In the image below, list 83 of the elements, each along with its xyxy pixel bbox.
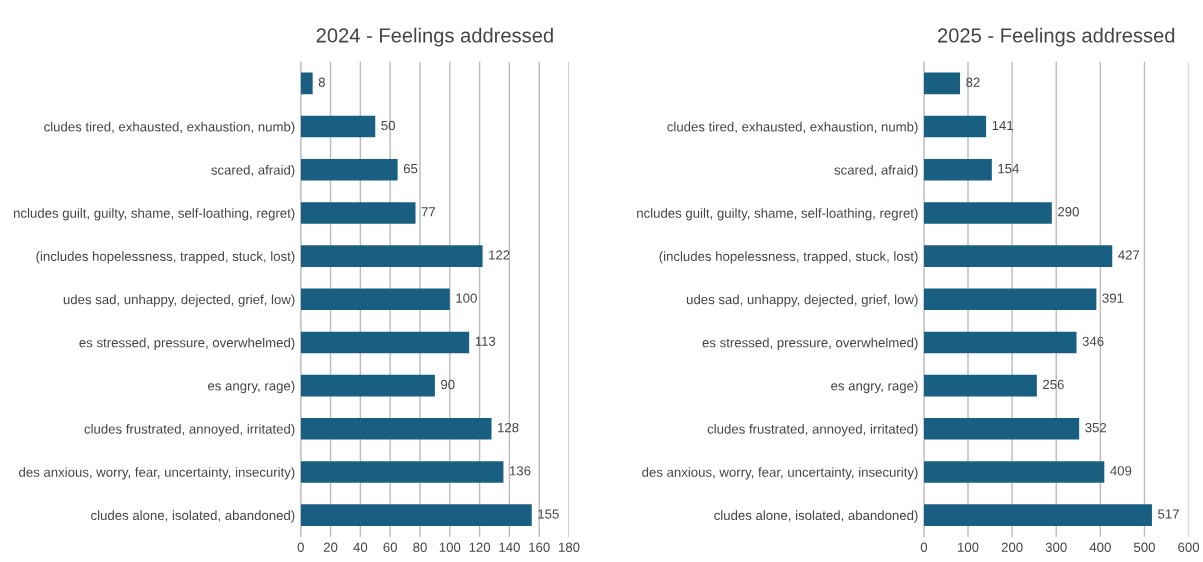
bar (923, 461, 1105, 483)
bar (300, 245, 483, 267)
data-label: 427 (1118, 250, 1140, 260)
bar (923, 245, 1113, 267)
y-tick-label: cludes alone, isolated, abandoned) (714, 510, 918, 523)
bar (300, 331, 470, 354)
data-label: 290 (1058, 207, 1079, 217)
data-label: 90 (441, 379, 455, 390)
bar (923, 158, 992, 181)
y-tick-label: cludes alone, isolated, abandoned) (91, 510, 295, 523)
data-label: 122 (489, 250, 510, 260)
y-tick-label: es angry, rage) (831, 380, 918, 394)
y-tick-label: scared, afraid) (834, 164, 918, 178)
y-tick-label: cludes tired, exhausted, exhaustion, numb) (44, 121, 295, 135)
data-label: 154 (998, 164, 1020, 174)
y-tick-label: des anxious, worry, fear, uncertainty, insecurity) (19, 467, 295, 480)
data-label: 82 (966, 77, 980, 87)
data-label: 346 (1082, 336, 1104, 346)
y-tick-label: udes sad, unhappy, dejected, grief, low) (63, 294, 295, 307)
bar (300, 202, 416, 224)
data-label: 100 (456, 293, 477, 303)
y-tick-label: cludes tired, exhausted, exhaustion, numb) (667, 121, 918, 135)
y-tick-label: ncludes guilt, guilty, shame, self-loathing, regret) (13, 208, 295, 221)
bar (923, 202, 1052, 224)
data-label: 256 (1043, 379, 1064, 390)
bar (300, 158, 398, 181)
y-tick-label: es stressed, pressure, overwhelmed) (79, 337, 295, 350)
x-tick-label: 300 (1045, 542, 1067, 552)
bar (300, 374, 435, 397)
x-tick-label: 80 (413, 542, 427, 552)
data-label: 391 (1102, 293, 1124, 303)
x-tick-label: 20 (323, 542, 338, 552)
x-tick-label: 0 (297, 542, 304, 552)
y-tick-label: (includes hopelessness, trapped, stuck, lost) (659, 251, 918, 264)
data-label: 155 (538, 509, 559, 519)
y-tick-label: es angry, rage) (208, 380, 295, 394)
y-tick-label: cludes frustrated, annoyed, irritated) (707, 424, 918, 437)
data-label: 65 (403, 163, 418, 174)
x-tick-label: 0 (920, 542, 928, 552)
bar (300, 417, 492, 440)
bar (300, 288, 450, 311)
x-tick-label: 600 (1178, 542, 1200, 552)
y-tick-label: scared, afraid) (211, 164, 295, 178)
data-label: 8 (318, 77, 325, 87)
chart-title: 2025 - Feelings addressed (938, 27, 1175, 47)
y-tick-label: ncludes guilt, guilty, shame, self-loathing, regret) (637, 208, 918, 221)
x-tick-label: 140 (499, 542, 520, 552)
bar (923, 72, 961, 95)
data-label: 50 (381, 120, 395, 131)
x-tick-label: 200 (1001, 542, 1023, 552)
data-label: 517 (1158, 509, 1179, 519)
y-tick-label: udes sad, unhappy, dejected, grief, low) (686, 294, 918, 307)
bar (923, 115, 987, 138)
bar (923, 288, 1097, 311)
bar (923, 374, 1037, 397)
bar (923, 331, 1077, 354)
data-label: 141 (992, 120, 1014, 130)
x-tick-label: 120 (469, 542, 491, 552)
data-label: 77 (421, 207, 436, 217)
x-tick-label: 100 (439, 542, 461, 552)
x-tick-label: 180 (559, 542, 580, 552)
chart-title: 2024 - Feelings addressed (316, 27, 553, 47)
y-tick-label: des anxious, worry, fear, uncertainty, insecurity) (642, 467, 918, 480)
bar (300, 504, 532, 526)
bar (923, 504, 1152, 526)
data-label: 128 (498, 422, 519, 433)
data-label: 136 (510, 466, 531, 476)
y-tick-label: es stressed, pressure, overwhelmed) (702, 337, 918, 350)
x-tick-label: 400 (1089, 542, 1111, 552)
bar (300, 461, 504, 483)
y-tick-label: (includes hopelessness, trapped, stuck, lost) (36, 251, 295, 264)
x-tick-label: 100 (958, 542, 979, 552)
data-label: 409 (1110, 466, 1132, 476)
data-label: 113 (475, 336, 496, 346)
y-tick-label: cludes frustrated, annoyed, irritated) (84, 424, 295, 437)
bar (923, 417, 1080, 440)
x-tick-label: 500 (1133, 542, 1155, 552)
x-tick-label: 60 (383, 542, 397, 552)
bar (300, 72, 313, 95)
x-tick-label: 40 (353, 542, 368, 552)
bar (300, 115, 376, 138)
x-tick-label: 160 (529, 542, 550, 552)
data-label: 352 (1085, 422, 1107, 433)
